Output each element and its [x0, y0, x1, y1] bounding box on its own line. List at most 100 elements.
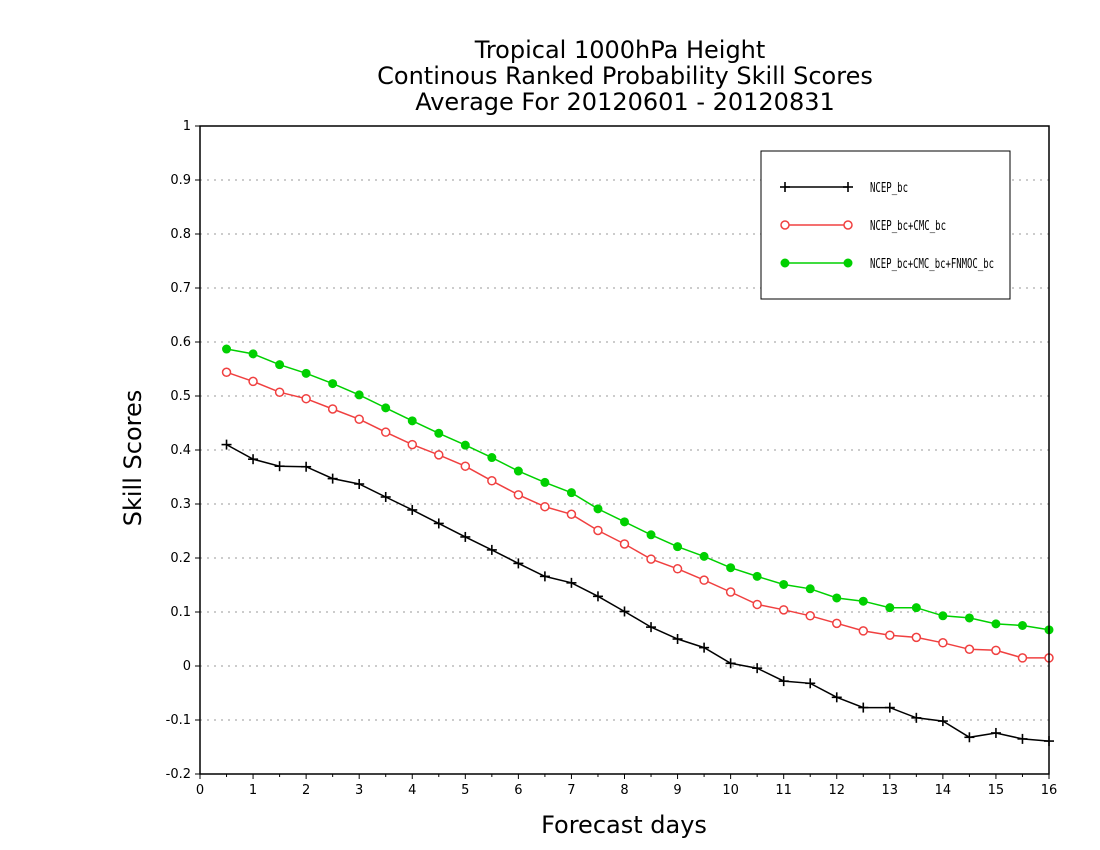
x-tick-label: 5 [461, 783, 469, 798]
data-point [1017, 653, 1028, 663]
legend-entry: NCEP_bc [780, 181, 908, 196]
series-2 [222, 344, 1054, 635]
data-point [566, 509, 577, 520]
data-point [513, 466, 523, 476]
data-point [1017, 621, 1027, 630]
series-layer [221, 344, 1054, 747]
data-point [327, 473, 338, 484]
y-tick-label: 0.9 [170, 173, 191, 188]
data-point [805, 611, 815, 621]
legend-label: NCEP_bc+CMC_bc+FNMOC_bc [870, 257, 994, 272]
x-tick-label: 0 [196, 783, 204, 798]
data-point [407, 504, 418, 515]
data-point [778, 676, 789, 687]
data-point [433, 518, 444, 529]
data-point [407, 439, 417, 450]
x-tick-label: 11 [775, 783, 792, 798]
data-point [593, 504, 603, 514]
data-point [752, 599, 762, 610]
data-point [672, 564, 683, 574]
data-point [885, 603, 895, 613]
data-point [620, 517, 629, 527]
data-point [301, 368, 311, 378]
data-point [991, 645, 1001, 656]
data-point [858, 702, 869, 713]
data-point [805, 584, 815, 594]
data-point [380, 491, 391, 502]
data-point [248, 376, 258, 387]
data-point [938, 638, 948, 648]
data-point [566, 488, 576, 498]
chart-title-line-2: Continous Ranked Probability Skill Score… [377, 62, 873, 90]
y-tick-label: 0.1 [170, 605, 191, 620]
data-point [832, 593, 842, 603]
data-point [513, 558, 524, 569]
data-point [460, 461, 471, 471]
data-point [460, 531, 471, 542]
y-tick-label: 0.2 [170, 551, 191, 566]
data-point [991, 619, 1001, 629]
x-tick-label: 16 [1041, 783, 1058, 798]
legend-marker [780, 258, 790, 268]
y-axis: -0.2 -0.1 0 0.1 0.2 0.3 0.4 0.5 0.6 0.7 0.8 0.9 1 [166, 119, 200, 782]
x-tick-label: 4 [408, 783, 416, 798]
data-point [380, 427, 391, 437]
data-point [672, 634, 683, 644]
data-point [354, 414, 364, 424]
data-point [884, 702, 895, 713]
x-tick-label: 7 [567, 783, 575, 798]
data-point [301, 461, 312, 472]
data-point [327, 404, 338, 414]
data-point [1017, 733, 1028, 744]
data-point [354, 390, 364, 400]
y-tick-label: 0.7 [170, 281, 191, 296]
data-point [274, 387, 285, 397]
legend-marker [843, 220, 853, 230]
data-point [699, 642, 710, 653]
data-point [619, 606, 630, 617]
data-point [778, 605, 789, 615]
data-point [858, 626, 869, 636]
y-tick-label: -0.2 [166, 767, 191, 782]
series-line [226, 443, 1050, 742]
data-point [460, 440, 470, 450]
x-tick-label: 3 [355, 783, 363, 798]
data-point [593, 525, 603, 536]
series-line [226, 371, 1049, 659]
series-1 [221, 367, 1054, 663]
legend-marker [780, 220, 790, 230]
data-point [752, 571, 762, 581]
chart-title-line-1: Tropical 1000hPa Height [474, 36, 766, 64]
chart-title: Tropical 1000hPa Height Continous Ranked… [377, 36, 873, 116]
x-tick-label: 2 [302, 783, 310, 798]
data-point [434, 450, 444, 460]
x-axis-label: Forecast days [541, 811, 707, 839]
data-point [725, 587, 736, 597]
y-tick-label: 0.5 [170, 389, 191, 404]
data-point [539, 571, 550, 582]
data-point [858, 596, 868, 606]
legend-label: NCEP_bc+CMC_bc [870, 219, 946, 234]
data-point [805, 678, 816, 689]
legend-label: NCEP_bc [870, 181, 908, 196]
data-point [592, 591, 603, 602]
data-point [275, 360, 285, 370]
data-point [248, 454, 259, 465]
y-axis-label: Skill Scores [119, 390, 147, 527]
data-point [619, 539, 630, 549]
data-point [328, 379, 338, 389]
data-point [513, 490, 524, 500]
x-tick-label: 12 [828, 783, 845, 798]
x-tick-label: 1 [249, 783, 257, 798]
x-tick-label: 10 [722, 783, 739, 798]
data-point [487, 453, 497, 463]
data-point [779, 579, 789, 589]
legend-entry: NCEP_bc+CMC_bc [780, 219, 946, 234]
data-point [221, 367, 232, 377]
y-tick-label: 0.8 [170, 227, 191, 242]
data-point [885, 630, 895, 640]
y-tick-label: 1 [183, 119, 191, 134]
data-point [540, 477, 550, 487]
data-point [646, 622, 657, 633]
